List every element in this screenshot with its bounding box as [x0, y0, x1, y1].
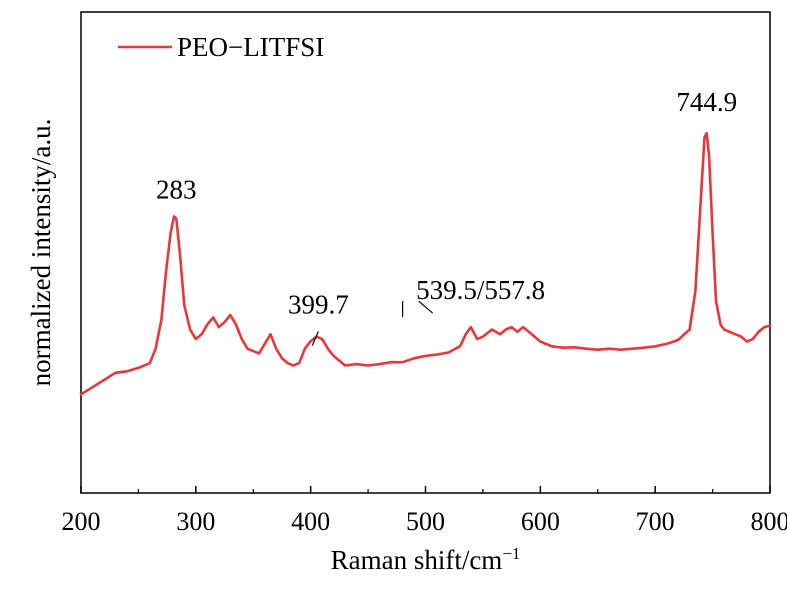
annotation-3: 744.9 [676, 87, 737, 117]
legend-label-peo-litfsi: PEO−LITFSI [177, 32, 324, 62]
x-tick-label-500: 500 [406, 507, 445, 536]
x-axis-title: Raman shift/cm−1 [331, 544, 521, 575]
x-tick-label-400: 400 [291, 507, 330, 536]
annotation-2: 539.5/557.8 [416, 275, 545, 305]
annotation-1: 399.7 [288, 289, 349, 319]
legend: PEO−LITFSI [118, 32, 324, 62]
series-line-0 [79, 131, 772, 396]
x-ticks: 200 300 400 500 600 700 800 [62, 486, 787, 536]
x-tick-label-300: 300 [176, 507, 215, 536]
x-tick-label-700: 700 [636, 507, 675, 536]
annotation-0: 283 [156, 174, 197, 204]
plot-frame [80, 11, 771, 494]
x-tick-label-800: 800 [751, 507, 787, 536]
x-tick-label-200: 200 [62, 507, 101, 536]
annotation-leader-2 [418, 300, 434, 314]
x-tick-label-600: 600 [521, 507, 560, 536]
x-axis-title-main: Raman shift/cm [331, 545, 503, 575]
annotations: 283 399.7 539.5/557.8 744.9 [156, 87, 737, 346]
annotation-leader-1 [311, 331, 319, 346]
series-layer [79, 131, 772, 396]
x-axis-title-superscript: −1 [502, 544, 520, 563]
y-axis-title: normalized intensity/a.u. [26, 119, 56, 387]
plot-border [80, 11, 771, 494]
